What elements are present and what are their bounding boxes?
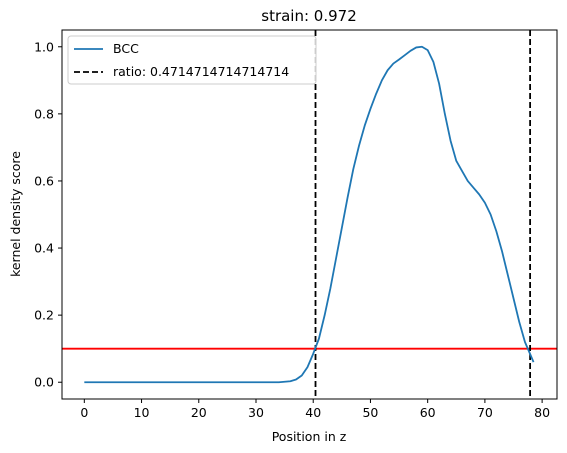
x-tick-label: 20 xyxy=(191,405,207,420)
legend-box xyxy=(67,35,317,85)
y-tick-label: 0.0 xyxy=(34,375,54,390)
x-axis: 0 10 20 30 40 50 60 70 80 xyxy=(80,399,550,420)
y-tick-label: 0.8 xyxy=(34,106,54,121)
series-line-bcc xyxy=(84,45,535,384)
y-tick-label: 1.0 xyxy=(34,39,54,54)
axes-frame xyxy=(61,29,558,400)
x-tick-label: 60 xyxy=(420,405,436,420)
y-tick-label: 0.6 xyxy=(34,173,54,188)
x-tick-label: 10 xyxy=(134,405,150,420)
x-tick-label: 30 xyxy=(248,405,264,420)
y-tick-label: 0.2 xyxy=(34,308,54,323)
x-tick-label: 80 xyxy=(534,405,550,420)
y-tick-label: 0.4 xyxy=(34,241,54,256)
chart-title: strain: 0.972 xyxy=(261,7,357,25)
legend-label-bcc: BCC xyxy=(113,41,139,56)
x-tick-label: 40 xyxy=(305,405,321,420)
x-tick-label: 0 xyxy=(80,405,88,420)
legend: BCC ratio: 0.4714714714714714 xyxy=(67,35,317,85)
y-axis: 0.0 0.2 0.4 0.6 0.8 1.0 xyxy=(34,39,62,390)
x-tick-label: 50 xyxy=(362,405,378,420)
x-axis-label: Position in z xyxy=(272,429,347,444)
legend-label-ratio: ratio: 0.4714714714714714 xyxy=(113,64,289,79)
plot-area xyxy=(62,30,557,399)
y-axis-label: kernel density score xyxy=(8,151,23,277)
x-tick-label: 70 xyxy=(477,405,493,420)
